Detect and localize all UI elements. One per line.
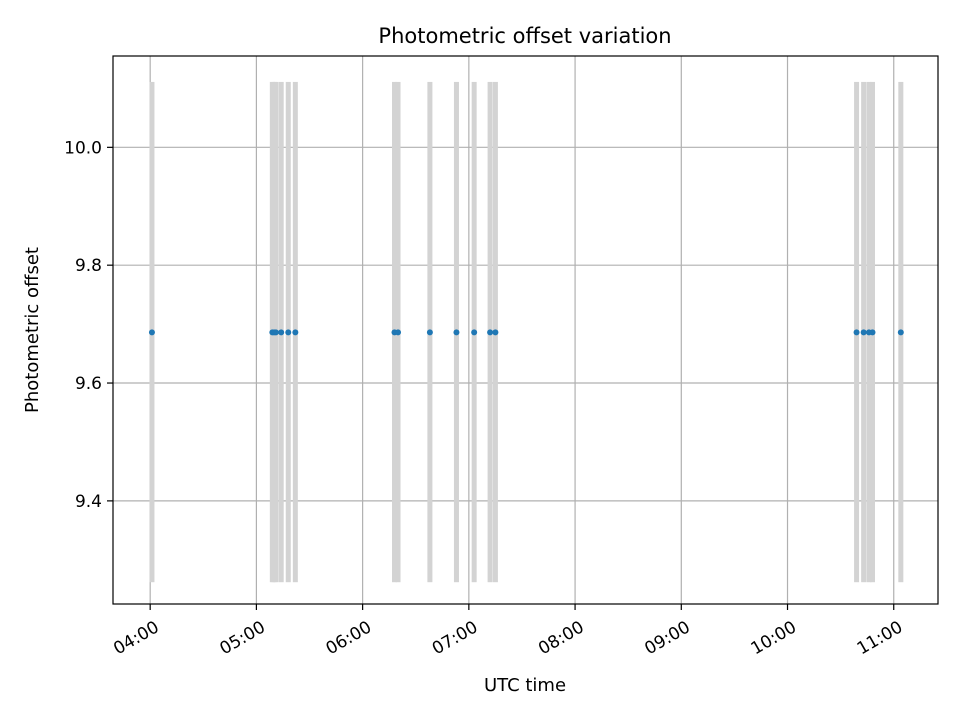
x-tick-label: 11:00 — [854, 617, 906, 659]
y-tick-label: 10.0 — [64, 138, 102, 158]
x-axis-label: UTC time — [484, 675, 566, 696]
data-point — [453, 329, 460, 336]
x-tick-label: 04:00 — [110, 617, 162, 659]
data-points — [148, 329, 904, 336]
x-tick-label: 10:00 — [748, 617, 800, 659]
data-point — [395, 329, 402, 336]
data-point — [426, 329, 433, 336]
data-point — [272, 329, 279, 336]
y-axis-label: Photometric offset — [22, 247, 43, 413]
x-tick-label: 08:00 — [535, 617, 587, 659]
data-point — [285, 329, 292, 336]
data-point — [853, 329, 860, 336]
x-tick-label: 05:00 — [216, 617, 268, 659]
grid — [113, 56, 938, 604]
data-point — [278, 329, 285, 336]
y-tick-label: 9.6 — [75, 374, 102, 394]
plot-frame — [112, 55, 939, 605]
data-point — [148, 329, 155, 336]
x-tick-label: 07:00 — [429, 617, 481, 659]
y-tick-label: 9.4 — [75, 492, 102, 512]
x-tick-label: 09:00 — [641, 617, 693, 659]
y-tick-label: 9.8 — [75, 256, 102, 276]
x-tick-label: 06:00 — [323, 617, 375, 659]
data-point — [492, 329, 499, 336]
data-point — [897, 329, 904, 336]
data-point — [860, 329, 867, 336]
error-bands — [149, 81, 904, 583]
chart-title: Photometric offset variation — [378, 24, 671, 48]
data-point — [869, 329, 876, 336]
data-point — [292, 329, 299, 336]
data-point — [471, 329, 478, 336]
x-axis-ticks: 04:00 05:00 06:00 07:00 08:00 09:00 10:00 11:00 — [110, 604, 906, 659]
data-point — [487, 329, 494, 336]
y-axis-ticks: 9.4 9.6 9.8 10.0 — [64, 138, 113, 512]
